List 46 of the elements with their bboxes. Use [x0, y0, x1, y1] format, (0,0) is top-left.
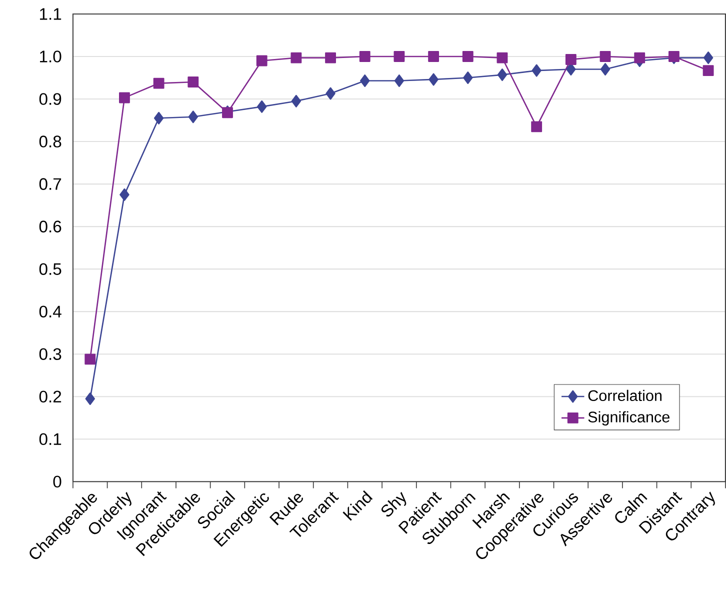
y-tick-label: 0.2 [39, 390, 62, 403]
y-tick-label: 0.1 [39, 433, 62, 446]
point [703, 52, 714, 64]
point [532, 64, 542, 78]
y-tick-label: 0 [53, 476, 62, 488]
point [256, 56, 268, 66]
y-tick-label: 0.7 [39, 178, 62, 190]
point [188, 110, 198, 124]
point [394, 74, 404, 88]
y-tick-label: 0.3 [39, 348, 62, 360]
point [463, 72, 473, 84]
point [565, 54, 576, 66]
point [291, 95, 302, 108]
y-tick-label: 0.5 [39, 263, 62, 276]
point [84, 354, 96, 365]
point [154, 112, 164, 125]
point [119, 92, 130, 104]
point [600, 51, 611, 62]
point [600, 63, 610, 76]
point [326, 87, 336, 100]
point [359, 51, 370, 62]
legend-label: Correlation [588, 390, 662, 402]
point [188, 76, 199, 88]
y-tick-label: 0.6 [39, 220, 62, 233]
point [394, 51, 405, 62]
point [428, 51, 440, 62]
point [325, 52, 336, 64]
y-tick-label: 1.0 [40, 50, 62, 63]
y-tick-label: 0.4 [39, 306, 62, 318]
point [256, 100, 267, 114]
legend-label: Significance [588, 411, 670, 426]
point [531, 121, 542, 132]
point [85, 392, 95, 406]
point [634, 52, 646, 64]
point [153, 78, 164, 89]
point [496, 52, 508, 64]
point [497, 68, 508, 82]
point [702, 65, 714, 76]
y-tick-label: 0.8 [39, 136, 62, 148]
y-tick-label: 1.1 [40, 8, 62, 20]
point [428, 73, 438, 86]
point [120, 188, 130, 202]
point [360, 74, 370, 88]
y-tick-label: 0.9 [39, 93, 62, 106]
point [462, 51, 474, 62]
point [290, 52, 302, 64]
